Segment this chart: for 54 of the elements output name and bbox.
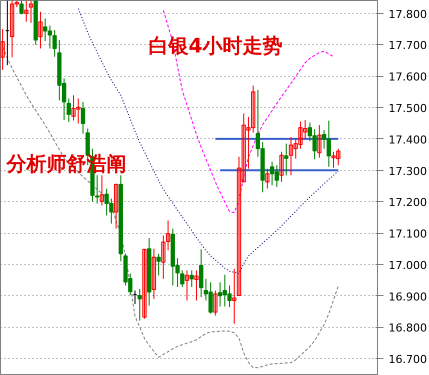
candlestick xyxy=(284,143,288,176)
candlestick xyxy=(246,116,251,170)
candlestick xyxy=(132,290,138,304)
y-tick-label: 16.800 xyxy=(388,322,427,335)
candlestick xyxy=(156,253,161,276)
candlestick xyxy=(142,248,147,320)
candlestick xyxy=(232,268,236,324)
candlestick xyxy=(242,112,246,182)
y-tick-label: 17.300 xyxy=(388,164,427,178)
candlestick xyxy=(336,148,340,166)
candlestick xyxy=(138,288,142,322)
candlestick xyxy=(19,0,24,15)
candlestick xyxy=(66,98,71,122)
candlestick xyxy=(14,0,19,8)
candlestick xyxy=(317,124,322,158)
candlestick xyxy=(251,85,256,134)
candlestick xyxy=(152,248,156,300)
candlestick xyxy=(100,174,104,206)
candlestick xyxy=(71,94,76,121)
y-tick-label: 17.400 xyxy=(388,133,427,146)
y-tick-label: 17.100 xyxy=(388,228,427,241)
text: 白银4小时走势 xyxy=(148,34,282,58)
candlestick xyxy=(190,270,194,288)
candlestick xyxy=(38,11,43,50)
candlestick xyxy=(265,168,270,189)
y-tick-label: 17.500 xyxy=(388,102,427,116)
y-tick-label: 17.800 xyxy=(388,8,427,21)
candlestick xyxy=(236,156,242,296)
candlestick xyxy=(279,151,284,182)
candlestick xyxy=(213,290,218,316)
candlestick xyxy=(114,183,118,230)
y-tick-label: 17.600 xyxy=(388,70,427,84)
candlestick xyxy=(10,0,14,58)
y-tick-label: 17.700 xyxy=(388,39,427,52)
candlestick xyxy=(28,0,34,24)
candlestick xyxy=(0,28,5,70)
candlestick xyxy=(298,121,303,150)
candlestick xyxy=(194,270,199,301)
candlestick xyxy=(161,235,166,280)
candlestick xyxy=(80,101,86,134)
candlestick xyxy=(76,98,80,124)
candlestick xyxy=(294,138,298,160)
candlestick xyxy=(303,120,308,140)
y-tick-label: 16.700 xyxy=(388,353,427,366)
candlestick xyxy=(199,248,204,298)
candlestick xyxy=(166,220,170,251)
candlestick xyxy=(184,270,190,301)
candlestick xyxy=(288,136,294,176)
candlestick xyxy=(180,270,184,288)
y-tick-label: 17.200 xyxy=(388,196,427,210)
candlestick xyxy=(24,0,28,22)
y-tick-label: 16.900 xyxy=(388,290,427,304)
candlestick xyxy=(5,0,10,66)
y-tick-label: 17.000 xyxy=(388,258,427,272)
